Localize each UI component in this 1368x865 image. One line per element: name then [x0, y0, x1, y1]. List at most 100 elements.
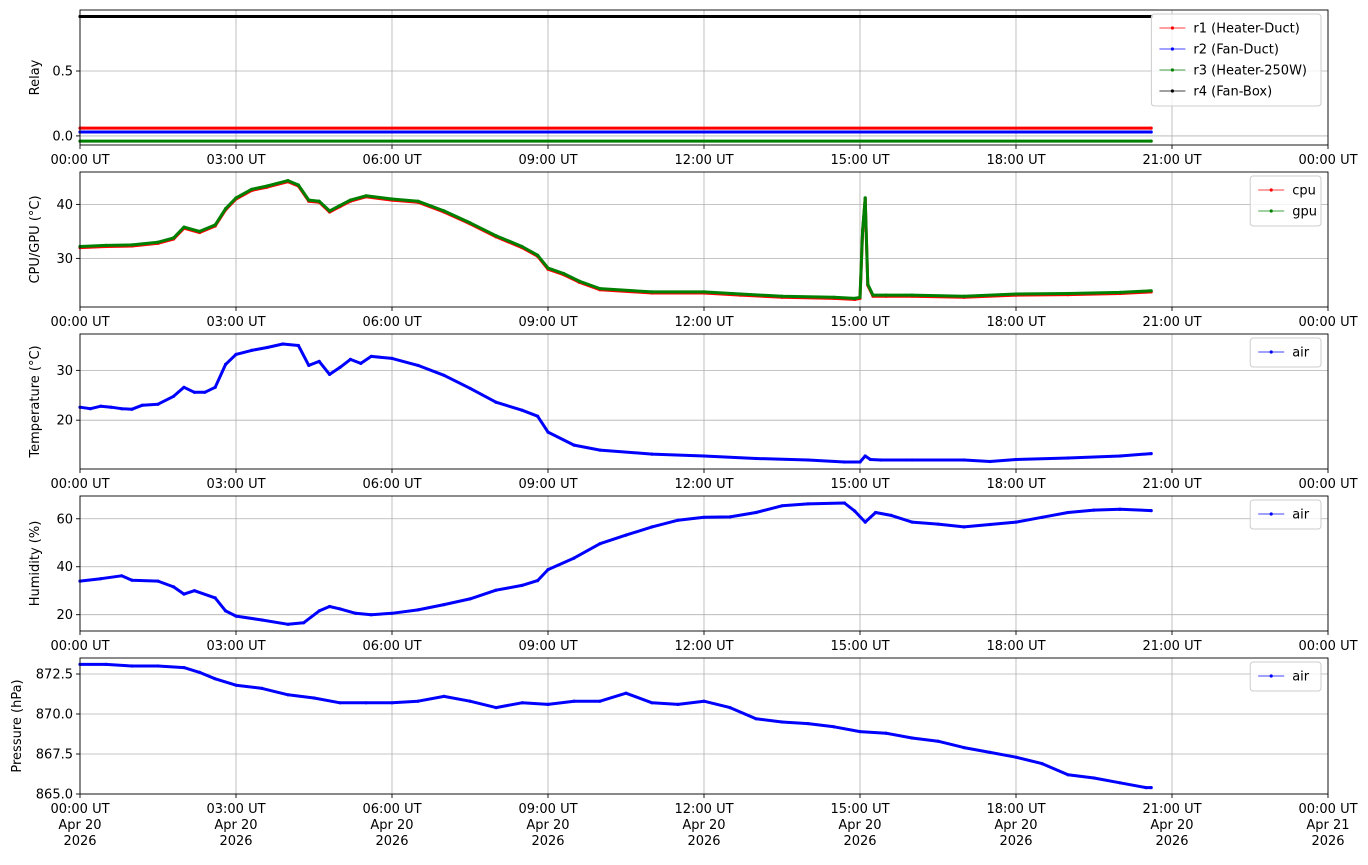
x-tick-label-line: 21:00 UT: [1142, 153, 1201, 168]
data-point: [224, 609, 228, 613]
x-tick-label: 12:00 UT: [674, 639, 733, 654]
series-group: [78, 179, 1153, 301]
data-point: [962, 294, 966, 298]
data-point: [858, 730, 862, 734]
x-tick-label-line: 03:00 UT: [206, 153, 265, 168]
x-tick-label-line: 2026: [219, 834, 252, 849]
data-point: [1144, 786, 1148, 790]
x-tick-label: 18:00 UT: [986, 639, 1045, 654]
data-point: [1149, 452, 1153, 456]
legend-box: [1249, 337, 1322, 368]
data-point: [728, 706, 732, 710]
data-point: [754, 456, 758, 461]
grid: [79, 496, 1329, 631]
data-point: [1014, 292, 1018, 296]
data-point: [213, 677, 217, 681]
data-point: [109, 405, 113, 409]
data-point: [858, 295, 862, 299]
x-tick-label-line: 2026: [63, 834, 96, 849]
data-point: [156, 240, 160, 244]
x-tick-label-line: Apr 20: [58, 818, 101, 833]
data-point: [120, 407, 124, 411]
data-point: [702, 454, 706, 458]
data-point: [1014, 520, 1018, 524]
legend-swatch-marker: [1269, 350, 1273, 354]
data-point: [832, 295, 836, 299]
data-point: [738, 292, 743, 296]
legend-label: gpu: [1292, 205, 1317, 220]
data-point: [494, 588, 498, 592]
data-point: [250, 187, 254, 191]
data-point: [728, 515, 732, 519]
x-tick-label-line: 06:00 UT: [362, 802, 421, 817]
y-tick-label: 20: [56, 608, 73, 623]
data-point: [120, 574, 124, 578]
data-point: [536, 579, 540, 583]
data-point: [1118, 454, 1122, 458]
x-tick-label: 00:00 UT Apr 21 2026: [1298, 802, 1357, 849]
data-point: [156, 402, 160, 406]
data-point: [806, 458, 810, 462]
data-point: [598, 287, 602, 291]
x-tick-label: 12:00 UT Apr 20 2026: [674, 802, 733, 849]
x-tick-label-line: Apr 20: [838, 818, 881, 833]
data-point: [192, 589, 196, 593]
x-tick-label-line: 15:00 UT: [830, 639, 889, 654]
data-point: [624, 533, 628, 537]
data-point: [1149, 786, 1153, 790]
x-tick-label-line: 15:00 UT: [830, 477, 889, 492]
data-point: [99, 577, 103, 581]
data-point: [494, 400, 498, 404]
subplot-2: 30 40 00:00 UT 03:00 UT 06:00 UT 09:00 UT 12:0…: [28, 171, 1358, 330]
y-tick-label: 0.0: [52, 129, 73, 144]
data-point: [863, 196, 867, 200]
legend-swatch-marker: [1269, 674, 1273, 678]
data-point: [182, 225, 186, 229]
x-tick-label: 00:00 UT: [50, 477, 109, 492]
y-tick-label: 865.0: [36, 788, 73, 803]
data-point: [416, 608, 420, 612]
x-tick-label: 00:00 UT: [1298, 477, 1357, 492]
x-tick-label: 21:00 UT: [1142, 639, 1201, 654]
series-group: [78, 501, 1153, 626]
data-point: [624, 691, 628, 695]
data-point: [234, 683, 238, 687]
data-point: [182, 666, 186, 670]
grid: [79, 172, 1329, 307]
x-tick-label: 03:00 UT: [206, 153, 265, 168]
data-point: [572, 699, 576, 703]
legend-label: air: [1292, 508, 1310, 523]
x-tick-label-line: 15:00 UT: [830, 802, 889, 817]
x-tick-label: 00:00 UT: [1298, 639, 1357, 654]
x-tick-label-line: Apr 20: [682, 818, 725, 833]
x-tick-label-line: 09:00 UT: [518, 477, 577, 492]
x-tick-label: 18:00 UT: [986, 315, 1045, 330]
series-group: [78, 662, 1153, 790]
data-point: [889, 513, 893, 518]
legend-label: r2 (Fan-Duct): [1193, 43, 1279, 58]
subplot-3: 20 30 00:00 UT 03:00 UT 06:00 UT 09:00 UT 12:0…: [28, 333, 1358, 492]
data-point: [198, 670, 202, 675]
data-point: [842, 460, 847, 464]
x-tick-label: 21:00 UT: [1142, 153, 1201, 168]
data-point: [1040, 515, 1044, 519]
data-point: [650, 452, 654, 456]
data-point: [390, 611, 394, 615]
data-point: [1066, 456, 1070, 460]
data-point: [354, 611, 358, 615]
legend-swatch-marker: [1170, 47, 1174, 51]
data-point: [1066, 773, 1070, 777]
data-point: [317, 359, 321, 363]
y-tick-label: 872.5: [36, 668, 73, 683]
data-point: [861, 228, 865, 232]
x-tick-label: 06:00 UT: [362, 153, 421, 168]
y-tick-label: 30: [56, 364, 73, 379]
data-point: [203, 390, 207, 394]
data-point: [468, 597, 472, 601]
data-point: [650, 290, 654, 294]
data-point: [874, 510, 878, 515]
data-point: [871, 293, 875, 297]
data-point: [364, 701, 368, 705]
x-tick-label: 18:00 UT: [986, 153, 1045, 168]
data-point: [156, 579, 160, 583]
